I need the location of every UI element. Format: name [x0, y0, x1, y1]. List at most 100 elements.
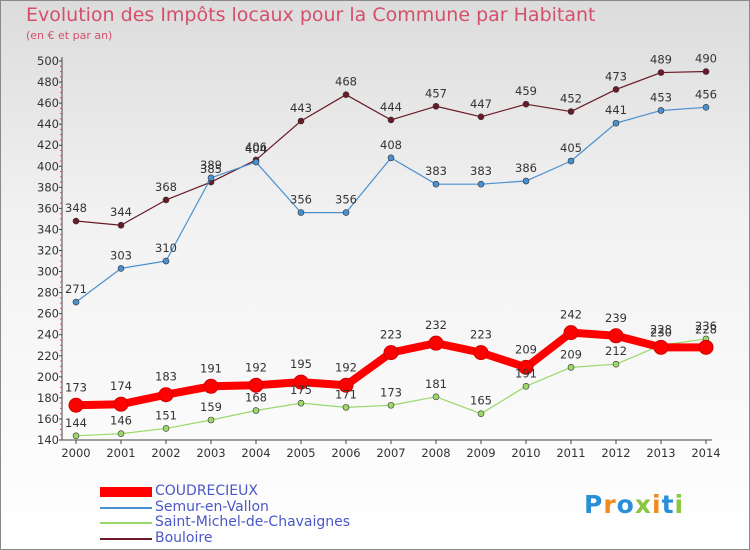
data-label: 209	[515, 342, 537, 356]
data-point	[477, 410, 485, 417]
data-label: 490	[695, 52, 717, 66]
data-label: 385	[200, 162, 222, 176]
data-point	[432, 102, 440, 110]
data-label: 468	[335, 75, 357, 89]
x-tick-label: 2001	[106, 446, 135, 460]
data-label: 174	[110, 379, 132, 393]
x-tick-label: 2008	[421, 446, 450, 460]
data-label: 165	[470, 394, 492, 408]
data-label: 228	[695, 322, 717, 336]
x-tick-label: 2010	[511, 446, 540, 460]
data-point	[473, 345, 489, 361]
data-label: 408	[380, 138, 402, 152]
data-point	[612, 360, 620, 368]
data-point	[162, 257, 170, 265]
data-label: 457	[425, 86, 447, 100]
data-label: 209	[560, 347, 582, 361]
data-label: 191	[200, 361, 222, 375]
legend-swatch-bouloire	[100, 538, 152, 540]
data-label: 368	[155, 180, 177, 194]
data-label: 453	[650, 90, 672, 104]
data-point	[297, 209, 305, 216]
y-tick-label: 300	[37, 265, 59, 279]
data-label: 386	[515, 161, 537, 175]
data-label: 223	[380, 328, 402, 342]
axes: 140 160 180 200 220 240 260 280 300 320 340 360 380 4…	[37, 54, 721, 460]
logo-letter: o	[616, 490, 635, 519]
y-tick-label: 500	[37, 54, 59, 68]
x-tick-label: 2007	[376, 446, 405, 460]
x-tick-label: 2009	[466, 446, 495, 460]
data-label: 183	[155, 370, 177, 384]
y-tick-label: 420	[37, 138, 59, 152]
data-label: 456	[695, 87, 717, 101]
data-label: 310	[155, 241, 177, 255]
x-tick-label: 2003	[196, 446, 225, 460]
y-tick-label: 280	[37, 286, 59, 300]
data-label: 192	[335, 360, 357, 374]
data-point	[117, 430, 125, 437]
data-point	[72, 217, 80, 225]
data-point	[387, 401, 395, 409]
data-point	[657, 107, 665, 114]
logo-letter: i	[652, 490, 662, 519]
logo-letter: r	[603, 490, 617, 519]
y-tick-label: 260	[37, 307, 59, 321]
data-point	[248, 377, 264, 393]
data-label: 173	[380, 385, 402, 399]
data-label: 181	[425, 377, 447, 391]
data-label: 473	[605, 69, 627, 83]
data-point	[117, 221, 125, 229]
data-label: 271	[65, 282, 87, 296]
data-point	[117, 265, 125, 272]
data-label: 195	[290, 357, 312, 371]
data-label: 239	[605, 311, 627, 325]
legend-label-bouloire: Bouloire	[155, 530, 213, 546]
legend-label-saint-michel: Saint-Michel-de-Chavaignes	[155, 514, 351, 530]
data-point	[162, 196, 170, 204]
data-point	[518, 359, 534, 375]
y-tick-label: 200	[37, 370, 59, 384]
legend-swatch-coudrecieux	[100, 487, 152, 497]
legend-label-coudrecieux: COUDRECIEUX	[155, 483, 258, 499]
data-label: 489	[650, 53, 672, 67]
data-label: 146	[110, 414, 132, 428]
data-label: 232	[425, 318, 447, 332]
data-point	[162, 425, 170, 432]
chart-title: Evolution des Impôts locaux pour la Comm…	[26, 4, 596, 26]
y-tick-label: 140	[37, 433, 59, 447]
y-tick-label: 340	[37, 222, 59, 236]
data-label: 191	[515, 366, 537, 380]
data-label: 168	[245, 391, 267, 405]
data-point	[297, 399, 305, 407]
data-label: 236	[695, 319, 717, 333]
data-label: 443	[290, 101, 312, 115]
data-point	[113, 396, 129, 412]
data-label: 173	[65, 380, 87, 394]
data-point	[158, 387, 174, 403]
data-label: 348	[65, 201, 87, 215]
data-label: 175	[290, 383, 312, 397]
data-label: 405	[560, 141, 582, 155]
data-point	[657, 69, 665, 76]
x-tick-label: 2012	[601, 446, 630, 460]
data-point	[297, 117, 305, 125]
x-tick-label: 2013	[646, 446, 675, 460]
data-point	[207, 174, 215, 182]
proxiti-logo: Proxiti	[584, 490, 684, 519]
data-point	[68, 397, 84, 413]
data-point	[522, 383, 530, 390]
data-label: 356	[335, 193, 357, 207]
x-tick-label: 2014	[691, 446, 720, 460]
data-point	[653, 339, 669, 355]
data-point	[207, 416, 215, 424]
y-tick-label: 180	[37, 391, 59, 405]
data-label: 444	[380, 100, 402, 114]
logo-letter: t	[661, 490, 675, 519]
x-tick-label: 2005	[286, 446, 315, 460]
x-tick-label: 2002	[151, 446, 180, 460]
data-point	[252, 407, 260, 414]
data-label: 230	[650, 325, 672, 339]
legend-swatch-saint-michel	[100, 522, 152, 524]
data-label: 459	[515, 84, 537, 98]
